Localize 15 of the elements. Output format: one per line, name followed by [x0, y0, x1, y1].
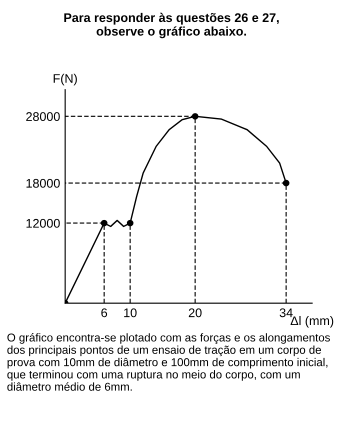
point [192, 113, 198, 120]
x-tick-label: 6 [101, 308, 108, 318]
point [126, 220, 134, 226]
x-tick-label: 34 [280, 308, 293, 318]
chart-title: Para responder às questões 26 e 27, observe o gráfico abaixo. [64, 12, 279, 38]
y-tick-label: 12000 [26, 218, 60, 228]
y-tick-label: 28000 [26, 112, 60, 122]
text: O gráfico encontra-se plotado com as forças e os alongamentos dos principais pontos de um ensaio de tração em um corpo de prova com 10mm de diâmetro e 100mm de comprimento inicial, que terminou com uma ruptura no meio do corpo, com um diâmetro médio de 6mm. [7, 333, 330, 391]
x-axis-title: Δl (mm) [290, 316, 334, 328]
x-tick-label: 10 [124, 308, 137, 318]
point [100, 220, 108, 226]
point [282, 180, 290, 186]
y-tick-label: 18000 [26, 178, 60, 188]
x-tick-label: 20 [188, 308, 202, 318]
y-axis-title: F(N) [54, 74, 77, 86]
